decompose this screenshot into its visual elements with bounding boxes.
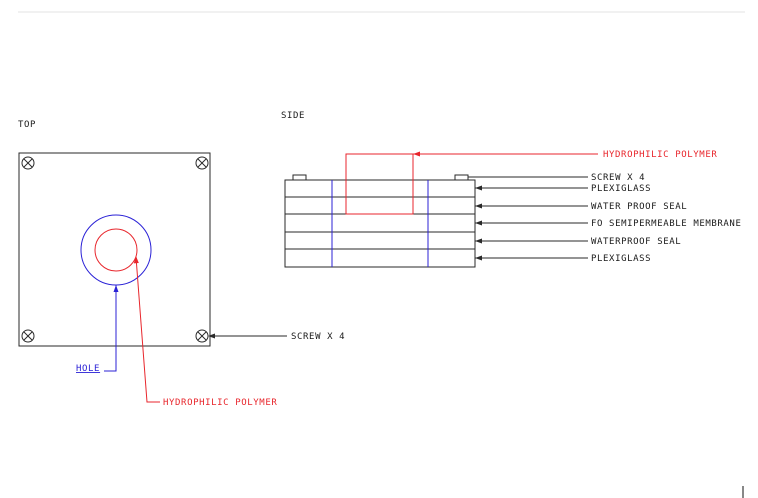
layer-leader-4: [475, 238, 588, 244]
hole-leader-line: [104, 285, 117, 372]
side-screw-head-right: [454, 174, 469, 181]
layer-leader-3: [475, 220, 588, 226]
screw-icon: [195, 156, 209, 170]
layer-label-2: WATER PROOF SEAL: [591, 202, 687, 212]
polymer-circle: [94, 228, 138, 272]
screw-icon: [21, 156, 35, 170]
layer-label-3: FO SEMIPERMEABLE MEMBRANE: [591, 219, 741, 229]
hole-label: HOLE: [76, 364, 100, 374]
top-view-plate: [18, 152, 211, 347]
layer-leader-1: [475, 185, 588, 191]
layer-label-4: WATERPROOF SEAL: [591, 237, 681, 247]
screw-icon: [21, 329, 35, 343]
side-polymer-leader-arrow: [413, 151, 420, 157]
layer-leader-2: [475, 203, 588, 209]
side-polymer-label: HYDROPHILIC POLYMER: [603, 150, 717, 160]
layer-stack: [284, 179, 476, 268]
top-polymer-leader-arrow: [133, 256, 139, 264]
side-screw-label: SCREW X 4: [591, 173, 645, 183]
layer-label-5: PLEXIGLASS: [591, 254, 651, 264]
screw-icon: [195, 329, 209, 343]
hole-circle: [80, 214, 152, 286]
hole-leader-arrow: [113, 285, 119, 292]
top-polymer-leader-line: [135, 256, 160, 403]
top-screw-label: SCREW X 4: [291, 332, 345, 342]
layer-leader-5: [475, 255, 588, 261]
side-screw-head-left: [292, 174, 307, 181]
side-polymer-block: [345, 153, 414, 215]
top-view-title: TOP: [18, 120, 36, 130]
top-polymer-label: HYDROPHILIC POLYMER: [163, 398, 277, 408]
layer-label-1: PLEXIGLASS: [591, 184, 651, 194]
side-view-title: SIDE: [281, 111, 305, 121]
screw-leader-arrow: [208, 333, 215, 339]
